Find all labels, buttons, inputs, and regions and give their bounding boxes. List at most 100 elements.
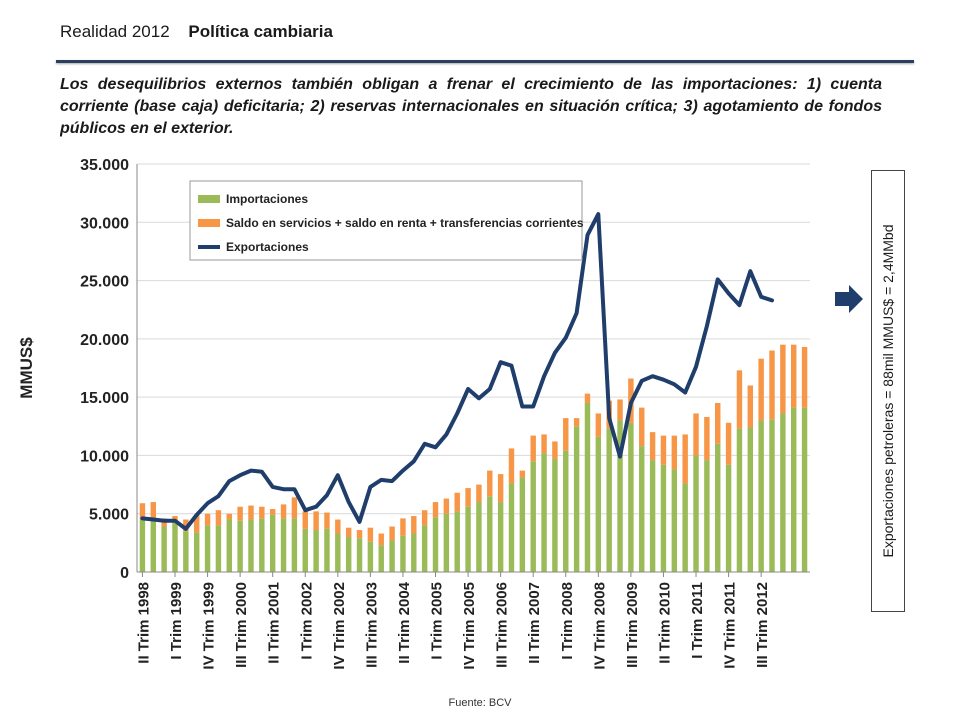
x-tick-label: II Trim 2010	[657, 582, 674, 664]
line-exportaciones	[140, 212, 774, 531]
x-tick-label: III Trim 2009	[624, 582, 641, 668]
legend-label: Saldo en servicios + saldo en renta + tr…	[226, 216, 584, 230]
bar-importaciones	[335, 533, 341, 572]
bar-importaciones	[226, 519, 232, 572]
bar-importaciones	[150, 520, 156, 572]
y-tick-label: 15.000	[80, 390, 129, 407]
bar-saldo-servicios	[487, 470, 493, 497]
bar-importaciones	[736, 428, 743, 572]
bar-saldo-servicios	[237, 506, 243, 521]
bar-importaciones	[758, 420, 764, 572]
bar-importaciones	[487, 496, 493, 572]
y-tick-label: 20.000	[80, 332, 129, 349]
x-tick-label: III Trim 2003	[363, 582, 380, 668]
bar-saldo-servicios	[139, 503, 146, 520]
chart-line	[140, 212, 774, 531]
bar-importaciones	[606, 428, 612, 572]
bar-importaciones	[595, 436, 602, 572]
header: Realidad 2012 Política cambiaria	[60, 22, 333, 42]
bar-saldo-servicios	[313, 511, 319, 531]
slide-description: Los desequilibrios externos también obli…	[60, 76, 882, 137]
bar-importaciones	[302, 528, 308, 572]
bar-importaciones	[378, 545, 384, 572]
bar-saldo-servicios	[791, 344, 797, 408]
bar-importaciones	[193, 532, 200, 572]
bar-importaciones	[693, 455, 699, 572]
bar-saldo-servicios	[291, 497, 298, 519]
x-tick-label: II Trim 2004	[396, 581, 413, 663]
bar-saldo-servicios	[476, 484, 482, 503]
bar-saldo-servicios	[335, 519, 341, 534]
bar-importaciones	[356, 538, 363, 572]
bar-importaciones	[204, 525, 211, 572]
bar-importaciones	[291, 518, 298, 572]
bar-importaciones	[801, 407, 808, 572]
bar-importaciones	[411, 533, 417, 572]
legend-box	[189, 180, 583, 261]
x-tick-label: II Trim 2001	[266, 582, 283, 664]
bar-saldo-servicios	[204, 513, 211, 526]
bar-importaciones	[454, 511, 460, 572]
bar-saldo-servicios	[758, 358, 764, 421]
bar-saldo-servicios	[193, 514, 200, 533]
chart: 0 5.000 10.000 15.000 20.000 25.000 30.000 35.0…	[17, 157, 810, 670]
bar-saldo-servicios	[584, 393, 591, 403]
bar-saldo-servicios	[693, 413, 699, 456]
bar-saldo-servicios	[649, 432, 656, 461]
bar-saldo-servicios	[421, 510, 428, 526]
bar-importaciones	[541, 453, 547, 572]
bar-importaciones	[139, 519, 146, 572]
bar-importaciones	[617, 420, 623, 572]
bar-importaciones	[237, 520, 243, 572]
legend-label: Exportaciones	[226, 240, 309, 254]
bar-importaciones	[367, 541, 374, 572]
bar-importaciones	[563, 450, 569, 572]
bar-importaciones	[682, 483, 688, 572]
y-tick-label: 30.000	[80, 215, 129, 232]
bar-importaciones	[280, 518, 287, 572]
header-subtitle: Política cambiaria	[188, 22, 333, 41]
header-title: Realidad 2012	[60, 22, 170, 41]
bar-saldo-servicios	[530, 435, 536, 462]
bar-saldo-servicios	[704, 416, 710, 461]
bar-importaciones	[269, 514, 276, 572]
bar-saldo-servicios	[226, 513, 232, 520]
bar-saldo-servicios	[552, 441, 558, 459]
legend-swatch	[198, 195, 220, 203]
x-tick-label: III Trim 2006	[494, 582, 511, 668]
bar-importaciones	[324, 528, 330, 572]
bar-saldo-servicios	[801, 347, 808, 408]
bar-saldo-servicios	[248, 505, 254, 520]
x-tick-label: III Trim 2012	[754, 582, 771, 668]
bar-importaciones	[715, 443, 721, 572]
bar-saldo-servicios	[747, 385, 754, 428]
bar-importaciones	[780, 413, 786, 572]
bar-importaciones	[345, 537, 352, 572]
bar-importaciones	[389, 540, 395, 572]
arrow-right-icon	[835, 285, 863, 313]
bar-saldo-servicios	[497, 474, 504, 503]
x-tick-label: I Trim 1999	[168, 582, 185, 660]
side-note-text: Exportaciones petroleras = 88mil MMUS$ =…	[880, 224, 896, 558]
bar-saldo-servicios	[769, 350, 775, 420]
bar-importaciones	[183, 531, 189, 572]
bar-importaciones	[628, 422, 634, 572]
y-tick-label: 0	[120, 565, 129, 582]
bar-saldo-servicios	[367, 527, 374, 542]
legend-swatch	[198, 219, 220, 227]
bar-saldo-servicios	[563, 418, 569, 451]
bar-saldo-servicios	[324, 512, 330, 529]
bar-saldo-servicios	[345, 527, 352, 538]
bar-importaciones	[704, 460, 710, 572]
bar-importaciones	[313, 530, 319, 572]
x-tick-label: I Trim 2008	[559, 582, 576, 660]
bar-saldo-servicios	[302, 511, 308, 529]
bar-importaciones	[465, 506, 471, 572]
bar-saldo-servicios	[541, 434, 547, 454]
bar-saldo-servicios	[595, 413, 602, 437]
bar-saldo-servicios	[454, 492, 460, 512]
bar-importaciones	[649, 460, 656, 572]
bar-saldo-servicios	[465, 488, 471, 507]
bar-importaciones	[552, 458, 558, 572]
bar-importaciones	[215, 525, 222, 572]
